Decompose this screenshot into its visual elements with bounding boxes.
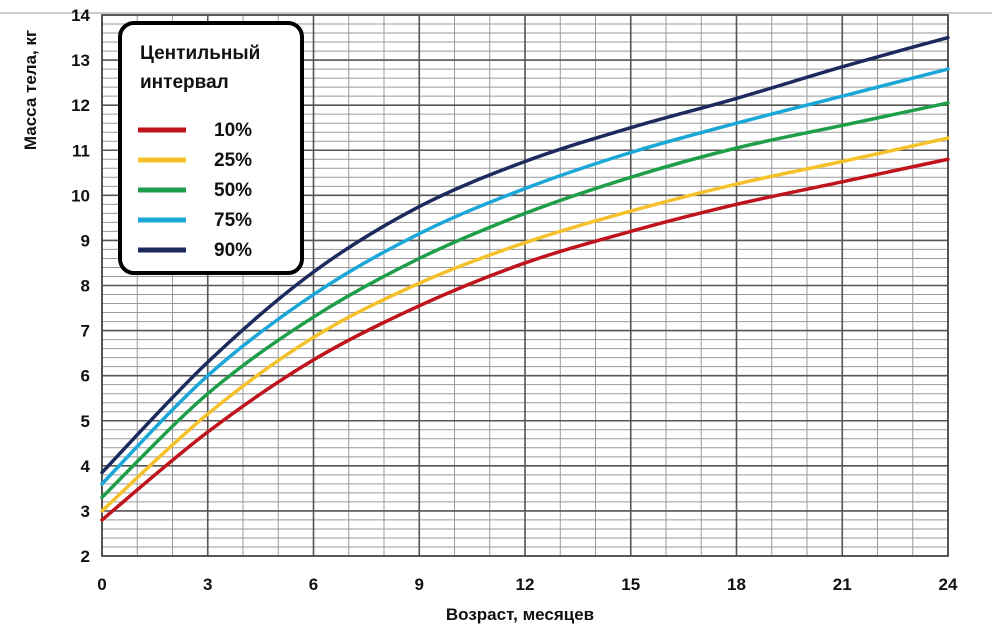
x-tick-label: 6	[309, 575, 318, 594]
y-tick-label: 12	[71, 96, 90, 115]
x-tick-label: 21	[833, 575, 852, 594]
legend-items: 10% 25% 50% 75% 90%	[138, 120, 252, 261]
x-tick-label: 3	[203, 575, 212, 594]
y-tick-label: 3	[81, 502, 90, 521]
legend-box	[118, 21, 304, 275]
y-tick-label: 4	[81, 457, 91, 476]
y-tick-label: 8	[81, 277, 90, 296]
y-tick-label: 7	[81, 322, 90, 341]
series-line-10pct	[100, 157, 950, 522]
legend-label: 50%	[214, 180, 252, 201]
y-tick-label: 5	[81, 412, 90, 431]
legend-label: 25%	[214, 150, 252, 171]
y-tick-label: 6	[81, 367, 90, 386]
y-tick-label: 9	[81, 231, 90, 250]
x-tick-label: 24	[939, 575, 958, 594]
series-layer	[100, 35, 950, 522]
y-tick-label: 2	[81, 547, 90, 566]
x-tick-label: 9	[415, 575, 424, 594]
legend: Центильный интервал 10% 25% 50% 75% 90%	[118, 21, 304, 275]
legend-label: 10%	[214, 120, 252, 141]
legend-label: 90%	[214, 240, 252, 261]
x-tick-label: 12	[516, 575, 535, 594]
legend-label: 75%	[214, 210, 252, 231]
x-tick-label: 0	[97, 575, 106, 594]
series-line-90pct	[100, 35, 950, 475]
legend-title-line2: интервал	[140, 72, 229, 93]
plot-border	[101, 14, 949, 557]
x-tick-label: 15	[621, 575, 640, 594]
series-line-75pct	[100, 67, 950, 486]
x-tick-label: 18	[727, 575, 746, 594]
tick-labels: 0 3 6 9 12 15 18 21 24 2 3 4 5 6 7 8 9 10 11 12 13 14	[71, 6, 958, 594]
series-line-25pct	[100, 136, 950, 513]
series-line-50pct	[100, 101, 950, 500]
legend-title-line1: Центильный	[140, 43, 260, 64]
y-tick-label: 13	[71, 51, 90, 70]
x-axis-title: Возраст, месяцев	[446, 605, 594, 624]
y-axis-title: Масса тела, кг	[21, 30, 40, 150]
y-tick-label: 14	[71, 6, 90, 25]
y-tick-label: 10	[71, 186, 90, 205]
y-tick-label: 11	[72, 141, 90, 160]
